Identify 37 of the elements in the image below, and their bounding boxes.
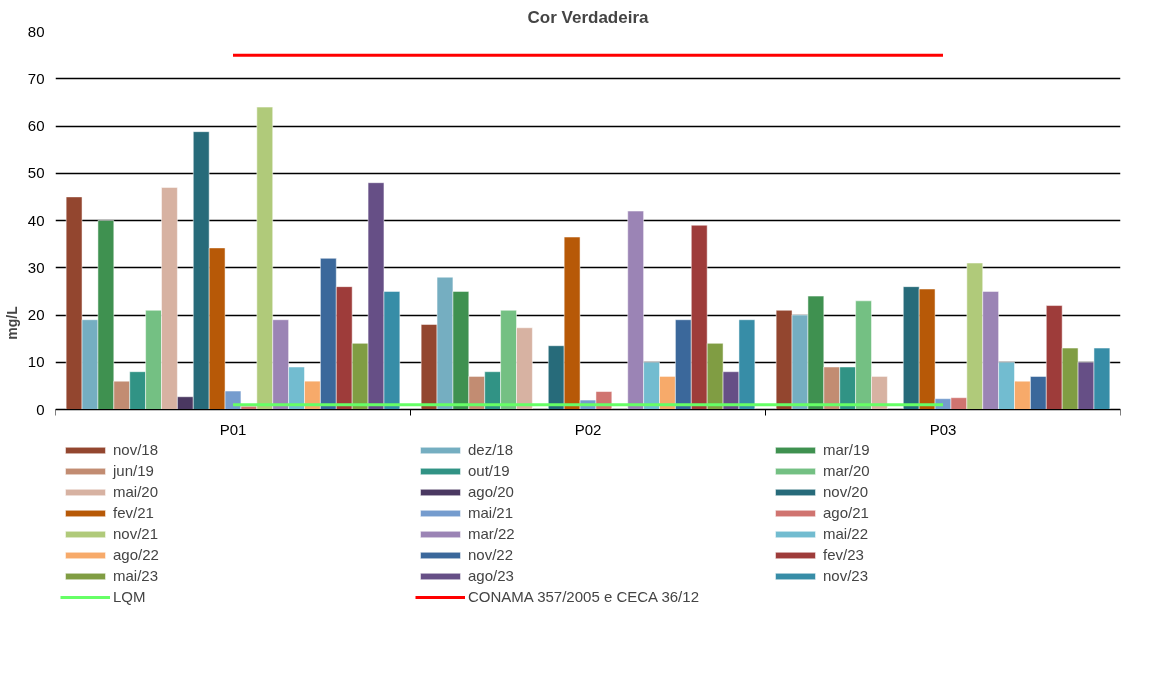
- y-tick-label: 20: [27, 306, 45, 323]
- legend-label: CONAMA 357/2005 e CECA 36/12: [468, 588, 699, 605]
- y-tick-label: 70: [27, 69, 45, 87]
- x-tick-label: P01: [219, 420, 247, 438]
- legend-label: LQM: [113, 588, 146, 605]
- legend-label: fev/21: [113, 504, 154, 521]
- y-tick-label: 40: [27, 211, 45, 229]
- y-tick-label: 0: [36, 400, 45, 418]
- x-tick-label: P02: [574, 420, 602, 438]
- legend-label: mai/22: [823, 525, 869, 542]
- legend-label: mai/20: [113, 483, 159, 500]
- chart-title: Cor Verdadeira: [527, 7, 650, 27]
- legend-label: mar/20: [823, 462, 870, 479]
- y-tick-label: 60: [27, 117, 45, 134]
- legend-label: nov/18: [113, 441, 159, 458]
- x-tick-label: P03: [929, 420, 957, 438]
- legend-label: mar/22: [468, 525, 515, 542]
- legend-label: ago/21: [823, 504, 869, 521]
- legend-label: mai/21: [468, 504, 514, 521]
- y-tick-label: 80: [27, 22, 45, 40]
- legend-label: fev/23: [823, 546, 864, 563]
- legend-label: jun/19: [113, 462, 154, 479]
- legend-label: mar/19: [823, 441, 870, 458]
- legend-label: nov/20: [823, 483, 869, 500]
- legend-label: nov/21: [113, 525, 159, 542]
- legend-label: ago/22: [113, 546, 159, 563]
- y-tick-label: 10: [27, 353, 45, 371]
- y-tick-label: 30: [27, 258, 45, 276]
- legend-label: nov/22: [468, 546, 514, 563]
- y-axis-title: mg/L: [3, 305, 20, 340]
- legend-label: ago/20: [468, 483, 514, 500]
- legend-label: mai/23: [113, 567, 159, 584]
- legend-label: dez/18: [468, 441, 514, 458]
- legend-label: ago/23: [468, 567, 514, 584]
- legend-label: nov/23: [823, 567, 869, 584]
- legend-label: out/19: [468, 462, 510, 479]
- y-tick-label: 50: [27, 164, 45, 182]
